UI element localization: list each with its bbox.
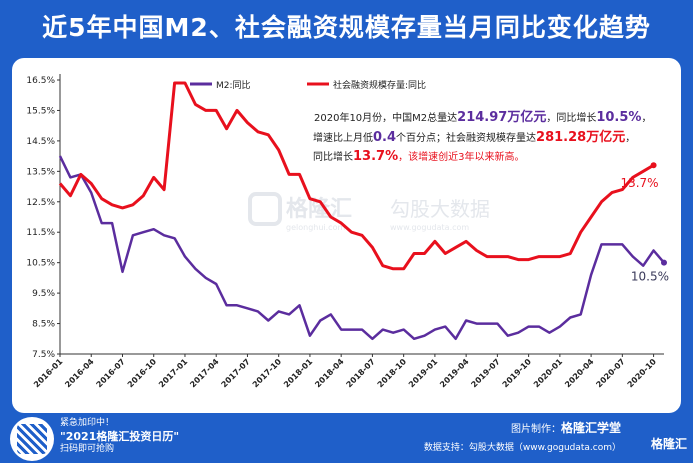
watermark-url: www.gogudata.com [390,223,469,232]
x-axis: 2016-012016-042016-072016-102017-012017-… [32,353,664,390]
annotation-segment: 同比增长 [313,150,353,163]
credit: 图片制作：格隆汇学堂 [511,419,621,436]
x-tick-label: 2018-10 [376,357,409,390]
legend: M2:同比 社会融资规模存量:同比 [190,79,426,91]
x-tick-label: 2017-10 [251,357,284,390]
series-end-point [650,162,657,169]
watermark-text: 勾股大数据 [390,197,490,221]
series-end-point [661,259,667,266]
promo-line3: 扫码即可抢购 [60,444,115,454]
x-tick-label: 2019-04 [438,357,471,390]
x-tick-label: 2018-07 [344,357,376,389]
annotation-line: 同比增长13.7%，该增速创近3年以来新高。 [313,149,524,164]
x-tick-label: 2017-07 [220,357,252,389]
line-chart: 格隆汇 gelonghui.com 勾股大数据 www.gogudata.com… [26,74,669,390]
x-tick-label: 2016-01 [32,357,65,390]
x-tick-label: 2018-01 [282,357,315,390]
x-tick-label: 2020-07 [594,357,626,389]
annotation-segment: 214.97万亿元 [457,109,546,125]
y-tick-label: 16.5% [26,76,55,86]
promo-line1: 紧急加印中！ [60,418,115,428]
annotation-segment: ，同比增长 [546,111,596,124]
y-axis: 16.5% 15.5% 14.5% 13.5% 12.5% 11.5% 10.5% 9.5% 8… [26,74,61,360]
annotation-segment: 2020年10月份，中国M2总量达 [314,111,457,124]
x-tick-label: 2017-04 [188,357,221,390]
series-line-social-financing [58,81,655,271]
annotation-line: 增速比上月低0.4个百分点；社会融资规模存量达281.28万亿元， [313,129,635,145]
legend-label: 社会融资规模存量:同比 [333,79,426,91]
x-tick-label: 2019-01 [407,357,440,390]
y-tick-label: 14.5% [26,137,55,147]
y-tick-label: 11.5% [26,228,55,238]
x-tick-label: 2019-10 [501,357,534,390]
page-title: 近5年中国M2、社会融资规模存量当月同比变化趋势 [42,13,651,42]
annotation-segment: 281.28万亿元 [536,129,625,145]
y-tick-label: 12.5% [26,198,55,208]
series-lines [58,81,667,341]
annotation-segment: 10.5% [596,110,641,125]
x-tick-label: 2020-01 [532,357,565,390]
watermark-logo-sub: gelonghui.com [286,223,345,232]
x-tick-label: 2019-07 [469,357,501,389]
promo-line2: "2021格隆汇投资日历" [60,430,180,443]
corner-logo: 格隆汇 [650,437,687,451]
x-tick-label: 2016-04 [63,357,96,390]
footer: 紧急加印中！ "2021格隆汇投资日历" 扫码即可抢购 图片制作：格隆汇学堂 数… [0,413,693,463]
promo-text: 紧急加印中！ "2021格隆汇投资日历" 扫码即可抢购 [60,417,179,456]
annotation-segment: 增速比上月低 [313,131,373,144]
x-tick-label: 2016-10 [126,357,159,390]
annotation: 2020年10月份，中国M2总量达214.97万亿元，同比增长10.5%，增速比… [313,109,651,164]
watermark-logo-icon [248,192,282,226]
x-tick-label: 2020-04 [563,357,596,390]
annotation-line: 2020年10月份，中国M2总量达214.97万亿元，同比增长10.5%， [314,109,651,125]
annotation-segment: 13.7% [353,149,398,164]
annotation-segment: 0.4 [373,130,396,145]
annotation-segment: ，该增速创近3年以来新高。 [398,150,524,163]
series-line-m2 [58,155,665,341]
annotation-segment: ， [625,133,635,144]
y-tick-label: 10.5% [26,259,55,269]
end-labels: 10.5% 13.7% [620,176,669,283]
annotation-segment: 个百分点；社会融资规模存量达 [396,131,536,144]
chart-panel: 格隆汇 gelonghui.com 勾股大数据 www.gogudata.com… [12,58,681,413]
annotation-segment: ， [641,113,651,124]
y-tick-label: 15.5% [26,106,55,116]
y-tick-label: 13.5% [26,167,55,177]
credit-brand: 格隆汇学堂 [560,421,621,435]
qr-code-icon[interactable] [10,417,54,461]
credit-label: 图片制作： [510,424,561,435]
watermark: 格隆汇 gelonghui.com 勾股大数据 www.gogudata.com [248,192,490,232]
x-tick-label: 2016-07 [95,357,127,389]
end-label-m2: 10.5% [631,270,669,284]
end-label-social-financing: 13.7% [620,176,658,190]
data-source: 数据支持：勾股大数据（www.gogudata.com） [423,443,621,453]
y-tick-label: 7.5% [32,350,55,360]
x-tick-label: 2017-01 [157,357,190,390]
x-tick-label: 2018-04 [313,357,346,390]
y-tick-label: 9.5% [32,289,55,299]
legend-label: M2:同比 [216,79,251,91]
y-tick-label: 8.5% [32,320,55,330]
x-tick-label: 2020-10 [626,357,659,390]
